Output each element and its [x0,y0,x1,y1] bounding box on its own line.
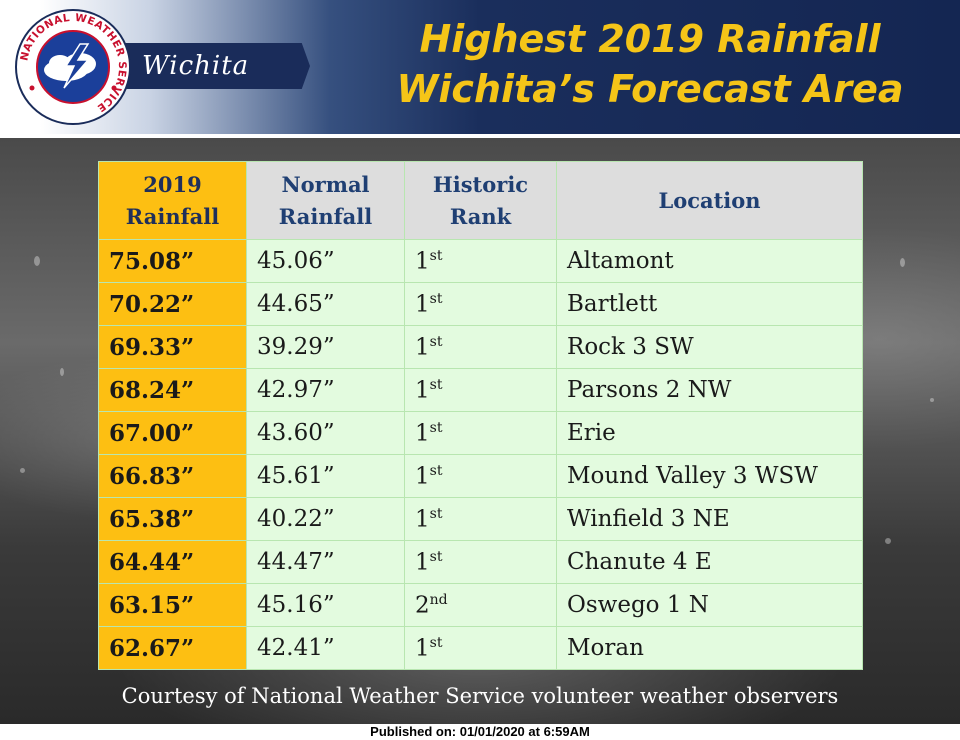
table-row: 69.33” 39.29” 1st Rock 3 SW [98,325,863,369]
rank-number: 1 [415,334,430,361]
table-row: 64.44” 44.47” 1st Chanute 4 E [98,540,863,584]
nws-logo-icon: NATIONAL WEATHER SERVICE [15,9,131,125]
rank-number: 1 [415,635,430,662]
rank-suffix: st [429,634,443,651]
office-name: Wichita [142,51,250,81]
cell-2019-rainfall: 68.24” [98,368,247,412]
rank-suffix: st [429,419,443,436]
cell-normal-rainfall: 42.41” [246,626,405,670]
cell-2019-rainfall: 70.22” [98,282,247,326]
raindrop [20,468,25,473]
cell-2019-rainfall: 62.67” [98,626,247,670]
header-divider [0,134,960,138]
table-row: 67.00” 43.60” 1st Erie [98,411,863,455]
header-historic-rank: Historic Rank [404,161,557,240]
rank-number: 1 [415,463,430,490]
cell-location: Oswego 1 N [556,583,863,627]
rank-suffix: st [429,505,443,522]
raindrop [60,368,64,376]
cell-location: Winfield 3 NE [556,497,863,541]
cell-normal-rainfall: 45.16” [246,583,405,627]
cell-historic-rank: 1st [404,540,557,584]
title-line-2: Wichita’s Forecast Area [396,67,904,111]
rank-number: 1 [415,377,430,404]
table-row: 68.24” 42.97” 1st Parsons 2 NW [98,368,863,412]
rank-suffix: st [429,548,443,565]
footer-bar [0,724,960,740]
cell-historic-rank: 1st [404,411,557,455]
rank-suffix: nd [429,591,448,608]
published-timestamp: Published on: 01/01/2020 at 6:59AM [370,724,590,739]
raindrop [885,538,891,544]
cell-normal-rainfall: 43.60” [246,411,405,455]
cell-2019-rainfall: 69.33” [98,325,247,369]
raindrop [900,258,905,267]
raindrop [930,398,934,402]
cell-location: Bartlett [556,282,863,326]
table-row: 66.83” 45.61” 1st Mound Valley 3 WSW [98,454,863,498]
cell-historic-rank: 1st [404,239,557,283]
table-row: 62.67” 42.41” 1st Moran [98,626,863,670]
header-normal-rainfall: Normal Rainfall [246,161,405,240]
rank-suffix: st [429,290,443,307]
cell-historic-rank: 1st [404,454,557,498]
cell-2019-rainfall: 67.00” [98,411,247,455]
cell-location: Mound Valley 3 WSW [556,454,863,498]
cell-location: Altamont [556,239,863,283]
cell-historic-rank: 1st [404,282,557,326]
cell-location: Moran [556,626,863,670]
table-header-row: 2019 Rainfall Normal Rainfall Historic Rank… [98,161,863,240]
cell-historic-rank: 1st [404,626,557,670]
header-location: Location [556,161,863,240]
header-2019-rainfall: 2019 Rainfall [98,161,247,240]
cell-location: Parsons 2 NW [556,368,863,412]
rank-number: 1 [415,506,430,533]
rank-number: 1 [415,549,430,576]
rank-number: 2 [415,592,430,619]
cell-normal-rainfall: 45.61” [246,454,405,498]
cell-normal-rainfall: 40.22” [246,497,405,541]
cell-2019-rainfall: 66.83” [98,454,247,498]
cell-normal-rainfall: 45.06” [246,239,405,283]
table-row: 70.22” 44.65” 1st Bartlett [98,282,863,326]
rank-suffix: st [429,333,443,350]
office-ribbon [104,43,310,89]
table-row: 65.38” 40.22” 1st Winfield 3 NE [98,497,863,541]
cell-2019-rainfall: 75.08” [98,239,247,283]
cell-normal-rainfall: 42.97” [246,368,405,412]
rank-number: 1 [415,420,430,447]
rank-number: 1 [415,248,430,275]
raindrop [34,256,40,266]
cell-historic-rank: 1st [404,497,557,541]
cell-location: Rock 3 SW [556,325,863,369]
cell-2019-rainfall: 65.38” [98,497,247,541]
cell-location: Erie [556,411,863,455]
cell-historic-rank: 1st [404,368,557,412]
rank-number: 1 [415,291,430,318]
courtesy-note: Courtesy of National Weather Service vol… [121,684,839,708]
rank-suffix: st [429,376,443,393]
cell-normal-rainfall: 44.47” [246,540,405,584]
cell-normal-rainfall: 44.65” [246,282,405,326]
cell-2019-rainfall: 63.15” [98,583,247,627]
rank-suffix: st [429,247,443,264]
rainfall-table: 2019 Rainfall Normal Rainfall Historic Rank… [98,161,863,670]
title-line-1: Highest 2019 Rainfall [419,17,881,61]
table-row: 75.08” 45.06” 1st Altamont [98,239,863,283]
cell-historic-rank: 2nd [404,583,557,627]
cell-historic-rank: 1st [404,325,557,369]
rank-suffix: st [429,462,443,479]
table-row: 63.15” 45.16” 2nd Oswego 1 N [98,583,863,627]
cell-2019-rainfall: 64.44” [98,540,247,584]
page-title: Highest 2019 Rainfall Wichita’s Forecast… [360,14,940,114]
cell-normal-rainfall: 39.29” [246,325,405,369]
cell-location: Chanute 4 E [556,540,863,584]
